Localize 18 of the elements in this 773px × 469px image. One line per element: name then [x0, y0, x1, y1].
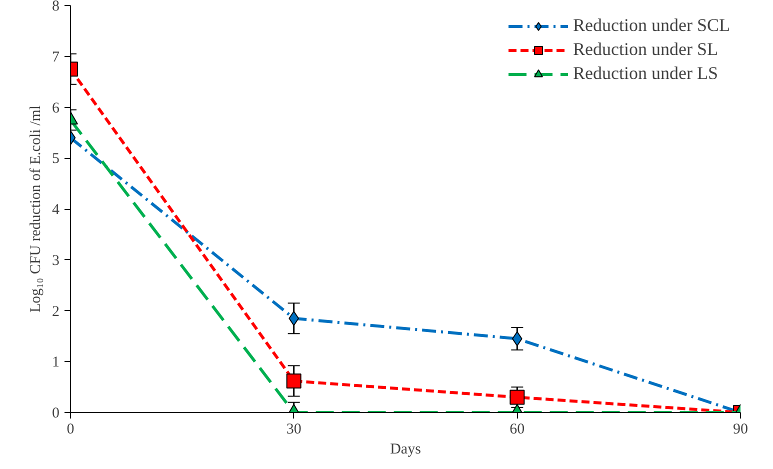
- y-tick-label: 7: [52, 49, 60, 66]
- x-tick-label: 30: [286, 422, 302, 438]
- y-axis-title: Log₁₀ CFU reduction of E.coli /ml: [28, 105, 44, 313]
- x-tick-label: 0: [66, 422, 74, 438]
- legend-label: Reduction under LS: [573, 63, 718, 84]
- y-tick-label: 3: [52, 252, 60, 269]
- x-tick-label: 90: [733, 422, 748, 438]
- legend-label: Reduction under SCL: [573, 15, 730, 36]
- y-tick-label: 0: [52, 406, 60, 422]
- y-tick-label: 1: [52, 354, 60, 371]
- x-axis-title: Days: [390, 442, 422, 458]
- legend-label: Reduction under SL: [573, 39, 718, 60]
- y-tick-label: 8: [52, 0, 60, 14]
- x-tick-label: 60: [510, 422, 525, 438]
- y-tick-label: 6: [52, 100, 60, 116]
- y-tick-label: 4: [52, 202, 60, 218]
- y-tick-label: 5: [52, 151, 60, 168]
- y-tick-label: 2: [52, 304, 60, 320]
